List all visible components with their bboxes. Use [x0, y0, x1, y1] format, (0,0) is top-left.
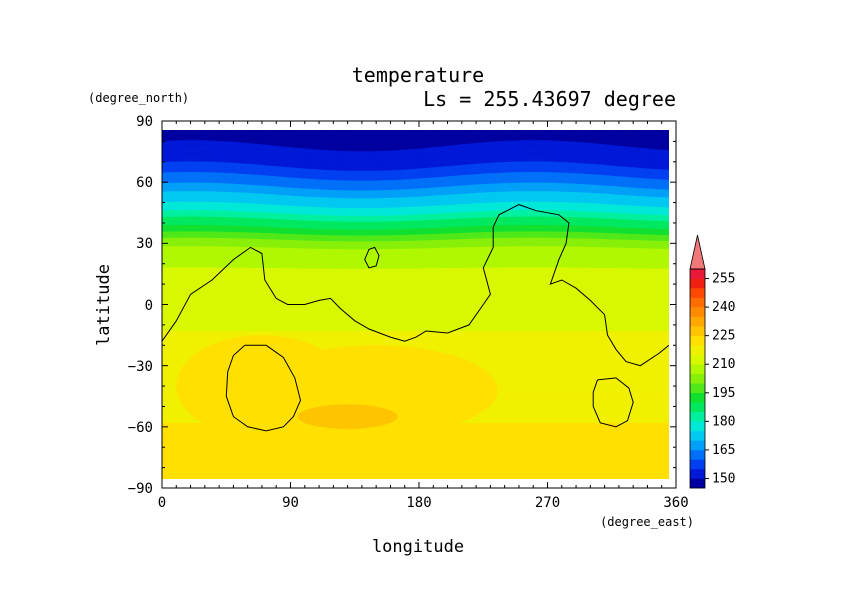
colorbar-swatch [690, 383, 705, 394]
y-tick-labels: 90 60 30 0 −30 −60 −90 [128, 114, 153, 497]
colorbar-swatch [690, 402, 705, 413]
field-band [162, 436, 669, 440]
y-tick-label: 60 [136, 175, 153, 191]
colorbar-label: 180 [712, 414, 735, 429]
field-band [162, 457, 669, 460]
field-band [162, 285, 669, 289]
colorbar-swatch [690, 288, 705, 298]
field-band [162, 463, 669, 466]
y-tick-label: 0 [145, 298, 153, 314]
colorbar-label: 165 [712, 443, 735, 458]
colorbar-swatch [690, 345, 705, 355]
field-band [162, 296, 669, 299]
colorbar-labels: 255 240 225 210 195 180 165 150 [712, 272, 735, 487]
colorbar-swatch [690, 297, 705, 308]
field-band [162, 326, 669, 330]
x-tick-label: 270 [535, 495, 560, 511]
colorbar-swatch [690, 421, 705, 432]
contour-line [592, 377, 634, 428]
field-band [162, 469, 669, 472]
x-tick-label: 360 [663, 495, 688, 511]
y-tick-label: −30 [128, 359, 153, 375]
x-tick-label: 0 [158, 495, 166, 511]
field-band [162, 306, 669, 309]
temperature-field [162, 130, 676, 482]
field-band [162, 310, 669, 313]
field-band [162, 316, 669, 320]
chart-title: temperature [352, 63, 484, 87]
colorbar-swatch [690, 326, 705, 336]
contour-line [364, 246, 380, 269]
y-axis-title: latitude [94, 264, 114, 346]
colorbar-swatch [690, 373, 705, 384]
colorbar-swatch [690, 430, 705, 441]
field-band [162, 480, 676, 482]
colorbar-swatch [690, 440, 705, 451]
x-tick-label: 90 [282, 495, 299, 511]
contour-line [225, 344, 302, 432]
colorbar-swatch [690, 468, 705, 479]
field-band [162, 453, 669, 456]
colorbar-label: 210 [712, 357, 735, 372]
y-tick-label: −90 [128, 481, 153, 497]
colorbar-swatch [690, 278, 705, 289]
x-tick-labels: 0 90 180 270 360 [158, 495, 689, 511]
colorbar-swatch [690, 392, 705, 403]
y-tick-label: 30 [136, 236, 153, 252]
field-band [162, 473, 669, 477]
colorbar-frame [689, 268, 706, 489]
x-axis-units: (degree_east) [600, 515, 694, 529]
colorbar-swatch [690, 307, 705, 317]
field-band [162, 446, 669, 450]
colorbar-swatch [690, 478, 705, 489]
axis-ticks [161, 120, 677, 489]
colorbar-label: 150 [712, 472, 735, 487]
colorbar [689, 234, 709, 489]
field-band [162, 320, 669, 324]
colorbar-swatch [690, 269, 705, 279]
colorbar-swatch [690, 335, 705, 346]
colorbar-label: 240 [712, 300, 735, 315]
colorbar-swatch [690, 449, 705, 460]
colorbar-label: 225 [712, 329, 735, 344]
colorbar-swatch [690, 364, 705, 375]
contour-line [162, 204, 669, 367]
warm-patch [297, 404, 398, 429]
field-band [162, 300, 669, 303]
colorbar-over-arrow [689, 234, 706, 270]
field-band [162, 442, 669, 446]
colorbar-swatch [690, 411, 705, 422]
field-band [319, 130, 669, 132]
y-tick-label: −60 [128, 420, 153, 436]
contour-lines [162, 204, 669, 432]
colorbar-label: 195 [712, 386, 735, 401]
x-axis-title: longitude [372, 537, 464, 557]
y-tick-label: 90 [136, 114, 153, 130]
x-tick-label: 180 [406, 495, 431, 511]
field-band [162, 289, 669, 293]
colorbar-swatch [690, 354, 705, 365]
colorbar-label: 255 [712, 272, 735, 287]
y-axis-units: (degree_north) [88, 91, 189, 105]
chart-subtitle: Ls = 255.43697 degree [423, 87, 676, 111]
colorbar-swatch [690, 316, 705, 327]
colorbar-swatch [690, 459, 705, 470]
